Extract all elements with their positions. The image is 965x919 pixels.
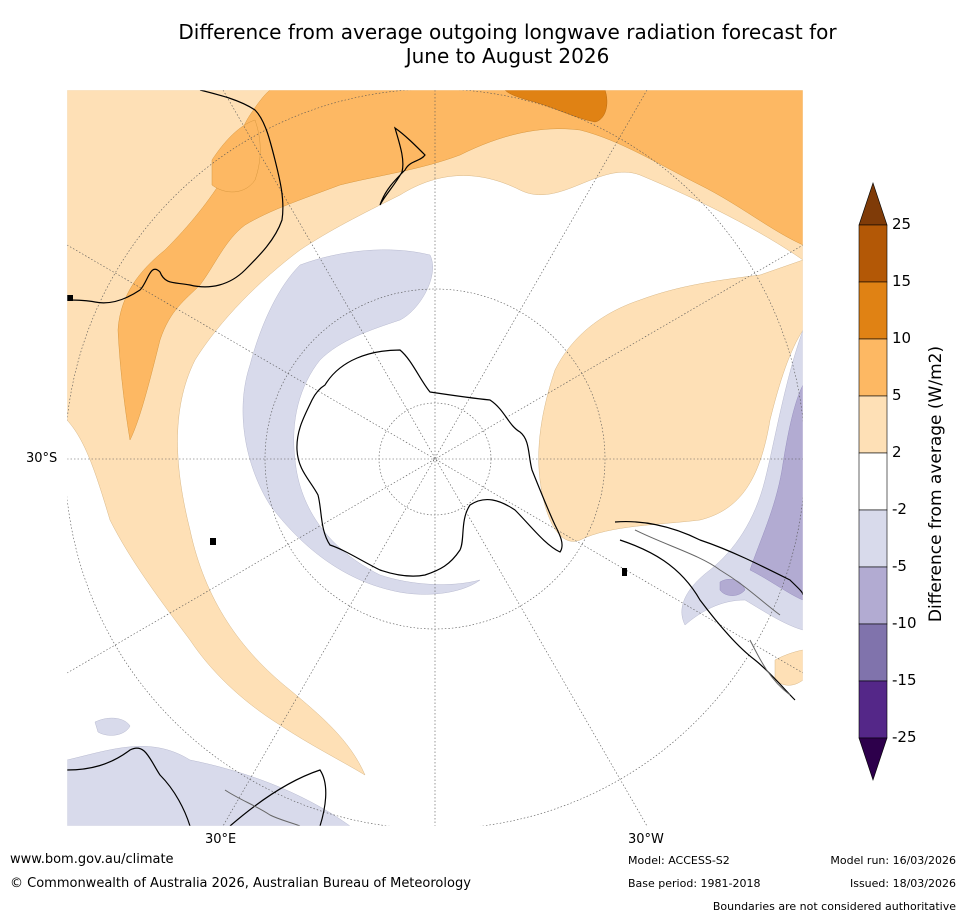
south-america-coastline [614, 521, 803, 701]
colorbar-tick: 25 [892, 215, 912, 233]
anomaly-region-2-to-5-east [538, 259, 803, 542]
lon-label-30w: 30°W [628, 832, 664, 847]
colorbar-tick: -25 [892, 728, 917, 746]
colorbar-tick: -2 [892, 500, 907, 518]
anomaly-region-minus-10-to-minus-5-blob [719, 579, 746, 596]
map-title: Difference from average outgoing longwav… [60, 20, 955, 68]
colorbar-segment-10-15 [858, 281, 888, 340]
map-title-line2: June to August 2026 [405, 44, 610, 68]
anomaly-region-5-to-10 [117, 90, 803, 441]
colorbar-tick: -10 [892, 614, 917, 632]
anomaly-region-minus-5-to-minus-2-blob [94, 717, 131, 736]
colorbar-tick: 10 [892, 329, 912, 347]
colorbar [858, 182, 888, 781]
colorbar-segment-minus5-minus2 [858, 509, 888, 568]
boundary-disclaimer: Boundaries are not considered authoritat… [712, 900, 956, 913]
colorbar-title: Difference from average (W/m2) [926, 345, 946, 623]
colorbar-tick: 5 [892, 386, 902, 404]
antarctica-coastline [296, 349, 563, 577]
colorbar-extend-under [858, 737, 888, 781]
africa-coastline [67, 747, 327, 826]
bom-url-link[interactable]: www.bom.gov.au/climate [10, 852, 174, 867]
southern-africa-border [224, 789, 301, 826]
colorbar-extend-over [858, 182, 888, 226]
model-run-date: Model run: 16/03/2026 [830, 854, 956, 867]
colorbar-segment-minus25-minus15 [858, 680, 888, 739]
colorbar-tick: -15 [892, 671, 917, 689]
map-panel [67, 90, 803, 826]
lat-label-30s: 30°S [26, 451, 58, 466]
colorbar-tick: 2 [892, 443, 902, 461]
colorbar-tick: -5 [892, 557, 907, 575]
anomaly-region-2-to-5 [67, 90, 803, 776]
anomaly-region-2-to-5-sw [774, 649, 803, 686]
colorbar-segment-2-5 [858, 395, 888, 454]
anomaly-region-5-to-10-west [211, 119, 261, 193]
colorbar-segment-minus15-minus10 [858, 623, 888, 682]
australia-coastline [67, 90, 284, 304]
issued-date: Issued: 18/03/2026 [849, 877, 956, 890]
base-period: Base period: 1981-2018 [628, 877, 761, 890]
map-title-line1: Difference from average outgoing longwav… [178, 20, 837, 44]
graticule [67, 90, 803, 826]
lon-label-30e: 30°E [205, 832, 237, 847]
colorbar-segment-minus10-minus5 [858, 566, 888, 625]
colorbar-segment-neutral [858, 452, 888, 511]
islands [67, 295, 627, 576]
anomaly-region-minus-10-to-minus-5 [749, 384, 803, 601]
colorbar-segment-5-10 [858, 338, 888, 397]
coastlines [67, 90, 803, 826]
south-america-border [634, 529, 791, 696]
new-zealand-coastline [379, 126, 426, 206]
anomaly-region-minus-5-to-minus-2 [242, 249, 481, 595]
map-frame [66, 89, 804, 827]
model-name: Model: ACCESS-S2 [628, 854, 730, 867]
colorbar-tick: 15 [892, 272, 912, 290]
colorbar-segment-15-25 [858, 224, 888, 283]
copyright-text: © Commonwealth of Australia 2026, Austra… [10, 876, 471, 891]
